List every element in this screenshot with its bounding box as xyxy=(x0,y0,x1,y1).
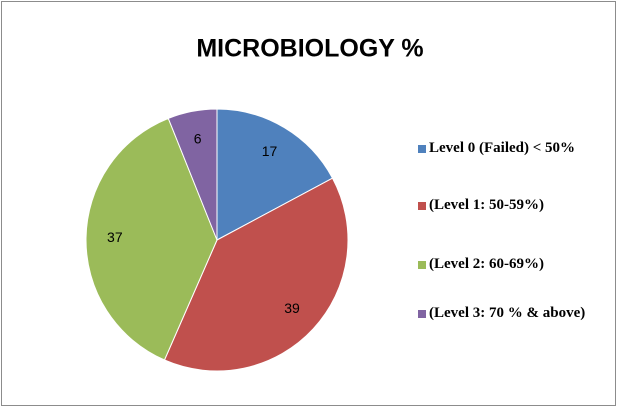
legend-item: (Level 2: 60-69%) xyxy=(418,256,603,273)
pie-slice xyxy=(167,108,218,241)
data-label: 39 xyxy=(284,300,300,316)
legend-label: (Level 3: 70 % & above) xyxy=(429,305,586,321)
legend-swatch xyxy=(418,145,426,153)
legend-label: (Level 2: 60-69%) xyxy=(429,256,544,272)
pie-slice xyxy=(163,177,349,372)
legend-label: (Level 1: 50-59%) xyxy=(429,197,544,213)
data-label: 37 xyxy=(107,229,123,245)
legend-swatch xyxy=(418,261,426,269)
pie-slice xyxy=(85,117,218,361)
legend-item: (Level 3: 70 % & above) xyxy=(418,305,603,322)
legend-item: Level 0 (Failed) < 50% xyxy=(418,140,603,157)
data-label: 17 xyxy=(262,143,278,159)
pie-slice xyxy=(216,108,334,241)
legend-swatch xyxy=(418,202,426,210)
legend-item: (Level 1: 50-59%) xyxy=(418,197,603,214)
legend-swatch xyxy=(418,310,426,318)
data-label: 6 xyxy=(194,130,202,146)
chart-title: MICROBIOLOGY % xyxy=(196,35,423,63)
legend-label: Level 0 (Failed) < 50% xyxy=(429,140,576,156)
